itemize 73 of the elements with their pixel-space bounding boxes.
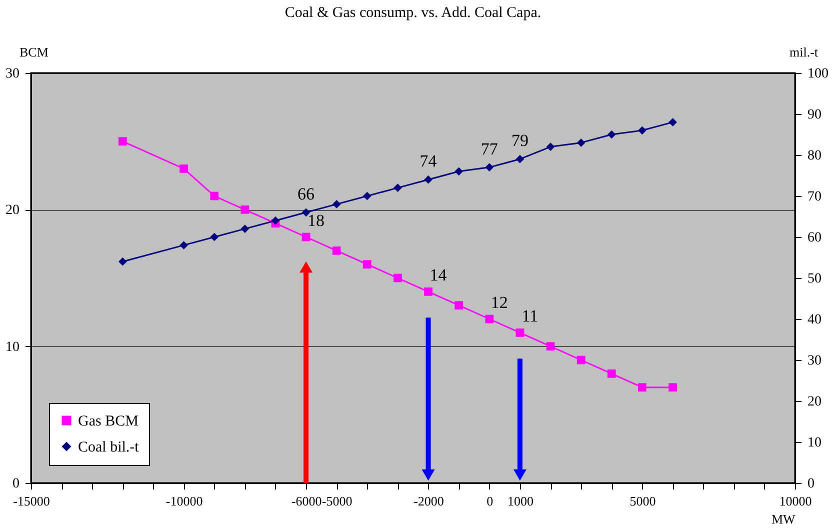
point <box>302 232 310 242</box>
point <box>454 167 464 176</box>
data-label: 66 <box>298 184 315 204</box>
point <box>180 241 188 250</box>
x-tick-label: 1000 <box>507 494 534 508</box>
data-label: 11 <box>522 306 538 326</box>
x-tick-label: -6000 <box>291 494 322 508</box>
point <box>394 274 402 282</box>
x-tick-label: -10000 <box>166 494 203 508</box>
point <box>485 163 494 172</box>
legend-label: Coal bil.-t <box>78 440 140 456</box>
point <box>271 216 280 225</box>
point <box>240 205 250 214</box>
point <box>546 342 555 351</box>
y-tick-label: 0 <box>12 476 20 492</box>
point <box>332 200 341 208</box>
point <box>607 369 616 378</box>
point <box>210 192 219 200</box>
data-label: 18 <box>308 211 325 230</box>
point <box>638 383 646 392</box>
x-tick-label: 5000 <box>630 494 656 508</box>
y2-tick-label: 80 <box>808 148 822 164</box>
point <box>394 184 402 192</box>
point <box>240 224 250 233</box>
y2-tick-label: 20 <box>808 394 822 410</box>
data-label: 74 <box>420 152 438 171</box>
point <box>302 208 310 217</box>
point <box>424 175 432 184</box>
y2-tick-label: 60 <box>808 230 822 246</box>
data-label: 77 <box>480 139 498 158</box>
chart-title: Coal & Gas consump. vs. Add. Coal Capa. <box>284 5 542 21</box>
point <box>576 356 586 364</box>
point <box>516 154 524 164</box>
point <box>485 314 494 324</box>
y2-tick-label: 50 <box>808 272 822 286</box>
point <box>180 164 188 173</box>
x-tick-label: 0 <box>486 494 494 508</box>
point <box>576 138 586 147</box>
data-label: 12 <box>490 293 508 312</box>
x-tick-label: -15000 <box>13 494 50 508</box>
point <box>668 383 677 392</box>
point <box>668 118 677 126</box>
point <box>362 260 372 269</box>
point <box>638 126 646 135</box>
y2-axis-title: mil.-t <box>790 44 818 60</box>
y2-tick-label: 30 <box>808 354 822 368</box>
y-tick-label: 20 <box>6 203 20 218</box>
point <box>454 301 464 310</box>
y-tick-label: 10 <box>6 340 20 355</box>
y2-tick-label: 90 <box>808 108 822 122</box>
x-axis-title: MW <box>772 512 796 526</box>
y2-tick-label: 0 <box>808 476 814 492</box>
x-tick-label: 10000 <box>779 494 812 508</box>
x-tick-label: -2000 <box>414 494 444 508</box>
point <box>210 232 219 242</box>
point <box>546 142 555 151</box>
y2-tick-label: 70 <box>808 190 822 204</box>
y2-tick-label: 100 <box>808 66 828 82</box>
y-tick-label: 30 <box>6 66 20 82</box>
point <box>362 192 372 200</box>
point <box>332 246 341 255</box>
point <box>424 287 432 296</box>
y-axis-title: BCM <box>20 44 49 60</box>
point <box>118 137 127 146</box>
legend-label: Gas BCM <box>78 414 138 430</box>
y2-tick-label: 40 <box>808 312 822 328</box>
x-tick-label: -5000 <box>322 494 352 508</box>
data-label: 79 <box>511 131 528 150</box>
point <box>607 130 616 139</box>
point <box>516 328 524 337</box>
point <box>118 257 127 266</box>
data-label: 14 <box>430 266 448 285</box>
y2-tick-label: 10 <box>808 436 822 450</box>
